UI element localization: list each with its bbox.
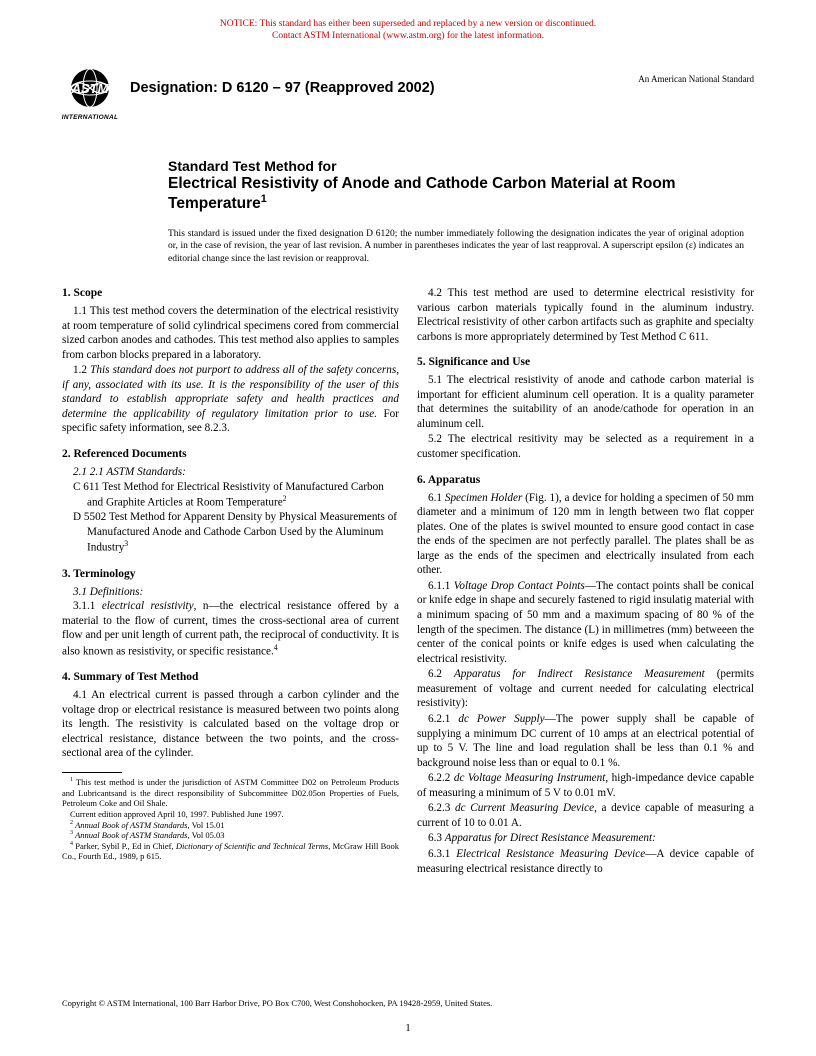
term-heading: 3. Terminology bbox=[62, 567, 399, 582]
p-3-1-1: 3.1.1 electrical resistivity, n—the elec… bbox=[62, 599, 399, 659]
header: ASTM INTERNATIONAL Designation: D 6120 –… bbox=[62, 68, 754, 130]
ref-d5502: D 5502 Test Method for Apparent Density … bbox=[73, 510, 399, 555]
ref-c611: C 611 Test Method for Electrical Resisti… bbox=[73, 480, 399, 511]
summary-heading: 4. Summary of Test Method bbox=[62, 670, 399, 685]
issued-note: This standard is issued under the fixed … bbox=[168, 228, 744, 265]
title-block: Standard Test Method for Electrical Resi… bbox=[168, 158, 754, 214]
scope-heading: 1. Scope bbox=[62, 286, 399, 301]
svg-text:ASTM: ASTM bbox=[71, 81, 110, 96]
p-6-2-2: 6.2.2 dc Voltage Measuring Instrument, h… bbox=[417, 771, 754, 800]
p-4-2: 4.2 This test method are used to determi… bbox=[417, 286, 754, 344]
significance-heading: 5. Significance and Use bbox=[417, 355, 754, 370]
p-5-1: 5.1 The electrical resistivity of anode … bbox=[417, 373, 754, 431]
left-column: 1. Scope 1.1 This test method covers the… bbox=[62, 286, 399, 877]
apparatus-heading: 6. Apparatus bbox=[417, 473, 754, 488]
footnote-3: 3 Annual Book of ASTM Standards, Vol 05.… bbox=[62, 830, 399, 841]
footnote-1b: Current edition approved April 10, 1997.… bbox=[62, 809, 399, 820]
p-6-3-1: 6.3.1 Electrical Resistance Measuring De… bbox=[417, 847, 754, 876]
p-6-1: 6.1 Specimen Holder (Fig. 1), a device f… bbox=[417, 491, 754, 578]
logo-label: INTERNATIONAL bbox=[62, 114, 119, 121]
page-number: 1 bbox=[0, 1022, 816, 1034]
notice-line1: NOTICE: This standard has either been su… bbox=[220, 19, 596, 29]
p-5-2: 5.2 The electrical resitivity may be sel… bbox=[417, 432, 754, 461]
p-6-3: 6.3 Apparatus for Direct Resistance Meas… bbox=[417, 831, 754, 846]
copyright-line: Copyright © ASTM International, 100 Barr… bbox=[62, 998, 492, 1008]
p-1-2: 1.2 This standard does not purport to ad… bbox=[62, 363, 399, 436]
designation: Designation: D 6120 – 97 (Reapproved 200… bbox=[130, 80, 435, 96]
title-main: Electrical Resistivity of Anode and Cath… bbox=[168, 174, 754, 214]
astm-logo-icon: ASTM bbox=[62, 68, 118, 116]
p-4-1: 4.1 An electrical current is passed thro… bbox=[62, 688, 399, 761]
p-6-2-3: 6.2.3 dc Current Measuring Device, a dev… bbox=[417, 801, 754, 830]
p-3-1: 3.1 Definitions: bbox=[62, 585, 399, 600]
p-6-2-1: 6.2.1 dc Power Supply—The power supply s… bbox=[417, 712, 754, 770]
footnote-rule bbox=[62, 772, 122, 773]
p-1-1: 1.1 This test method covers the determin… bbox=[62, 304, 399, 362]
p-6-1-1: 6.1.1 Voltage Drop Contact Points—The co… bbox=[417, 579, 754, 666]
notice-line2: Contact ASTM International (www.astm.org… bbox=[272, 31, 544, 41]
footnote-4: 4 Parker, Sybil P., Ed in Chief, Diction… bbox=[62, 841, 399, 862]
footnote-1: 1 This test method is under the jurisdic… bbox=[62, 777, 399, 809]
astm-logo: ASTM INTERNATIONAL bbox=[62, 68, 118, 130]
footnote-2: 2 Annual Book of ASTM Standards, Vol 15.… bbox=[62, 820, 399, 831]
ans-note: An American National Standard bbox=[638, 74, 754, 84]
right-column: 4.2 This test method are used to determi… bbox=[417, 286, 754, 877]
ref-heading: 2. Referenced Documents bbox=[62, 447, 399, 462]
p-2-1: 2.1 2.1 ASTM Standards: bbox=[62, 465, 399, 480]
body-columns: 1. Scope 1.1 This test method covers the… bbox=[62, 286, 754, 877]
p-6-2: 6.2 Apparatus for Indirect Resistance Me… bbox=[417, 667, 754, 711]
notice-banner: NOTICE: This standard has either been su… bbox=[0, 18, 816, 43]
title-pre: Standard Test Method for bbox=[168, 158, 754, 174]
